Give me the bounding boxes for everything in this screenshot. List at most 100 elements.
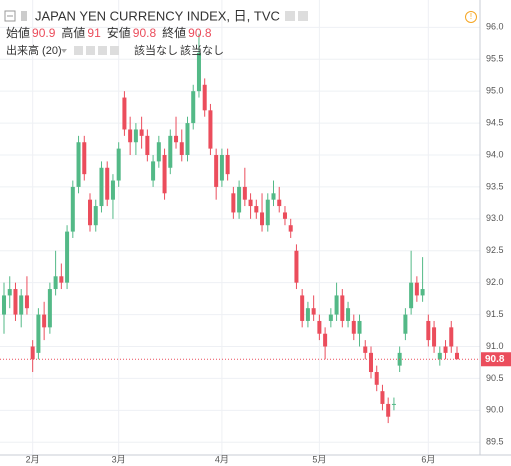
candle-body <box>374 372 379 385</box>
y-tick-label: 90.5 <box>486 373 504 383</box>
candle-body <box>19 295 24 315</box>
candle-body <box>214 155 219 187</box>
ohlc-value: 90.9 <box>32 26 56 40</box>
candle-body <box>36 314 41 353</box>
candle-body <box>323 333 328 347</box>
x-tick-label: 3月 <box>112 454 126 464</box>
candle-body <box>305 308 310 321</box>
candle-body <box>409 282 414 309</box>
candle-body <box>443 346 448 353</box>
candle-body <box>24 295 29 309</box>
candle-body <box>271 193 276 200</box>
candle-body <box>357 320 362 334</box>
candle-body <box>1 295 7 315</box>
candle-body <box>391 403 396 405</box>
eye-icon[interactable] <box>285 11 295 21</box>
candle-body <box>340 295 345 321</box>
candle-body <box>208 110 213 149</box>
candle-body <box>42 314 47 328</box>
candle-body <box>185 123 190 155</box>
y-tick-label: 95.5 <box>486 54 504 64</box>
candle-body <box>179 142 184 155</box>
ohlc-label: 始値 <box>6 25 30 40</box>
candle-body <box>311 308 316 315</box>
candle-body <box>88 199 93 226</box>
y-tick-label: 96.0 <box>486 22 504 32</box>
candle-body <box>368 352 373 373</box>
y-tick-label: 90.0 <box>486 405 504 415</box>
na-label: 該当なし <box>134 43 178 57</box>
candle-body <box>414 282 419 296</box>
candle-body <box>145 135 150 155</box>
chart-title: JAPAN YEN CURRENCY INDEX, 日, TVC <box>35 8 280 23</box>
candle-body <box>420 289 425 296</box>
y-tick-label: 89.5 <box>486 437 504 447</box>
y-tick-label: 93.0 <box>486 213 504 223</box>
ohlc-value: 90.8 <box>188 26 212 40</box>
last-price-box <box>481 352 511 367</box>
collapse-icon[interactable] <box>4 10 16 22</box>
ohlc-value: 90.8 <box>133 26 157 40</box>
candle-body <box>196 52 201 92</box>
candle-body <box>254 206 259 213</box>
warning-mark: ! <box>470 12 472 21</box>
y-tick-label: 92.0 <box>486 277 504 287</box>
settings-icon[interactable] <box>86 46 95 55</box>
y-tick-label: 93.5 <box>486 181 504 191</box>
candle-body <box>317 320 322 334</box>
candle-body <box>386 403 391 417</box>
candle-body <box>282 212 287 219</box>
symbol-icon <box>21 11 27 21</box>
candle-body <box>151 161 156 181</box>
candle-body <box>59 276 64 283</box>
candle-body <box>122 97 127 130</box>
candle-body <box>162 155 167 194</box>
candle-body <box>99 167 104 207</box>
y-tick-label: 91.0 <box>486 341 504 351</box>
candle-body <box>231 193 236 213</box>
candle-body <box>237 186 242 213</box>
candle-body <box>432 327 437 347</box>
x-tick-label: 4月 <box>215 454 229 464</box>
candle-body <box>363 346 368 353</box>
x-tick-label: 2月 <box>26 454 40 464</box>
volume-label: 出来高 (20) <box>6 43 62 57</box>
y-tick-label: 95.0 <box>486 86 504 96</box>
eye-icon[interactable] <box>74 46 83 55</box>
candle-body <box>133 129 138 143</box>
candle-body <box>202 84 207 111</box>
candle-body <box>219 155 224 181</box>
candle-body <box>403 314 408 334</box>
ohlc-label: 高値 <box>61 25 85 40</box>
candle-body <box>426 320 431 341</box>
candle-body <box>248 199 253 207</box>
warning-icon[interactable] <box>465 11 477 23</box>
ohlc-label: 安値 <box>107 25 131 40</box>
candle-body <box>294 250 299 283</box>
y-tick-label: 91.5 <box>486 309 504 319</box>
candle-body <box>191 91 196 124</box>
candle-body <box>47 289 52 328</box>
candle-body <box>7 289 12 296</box>
candle-body <box>454 352 460 360</box>
candle-body <box>110 180 115 200</box>
candle-body <box>437 352 442 360</box>
close-icon[interactable] <box>110 46 119 55</box>
settings-icon[interactable] <box>298 11 308 21</box>
candle-body <box>449 327 454 347</box>
candle-body <box>116 148 121 181</box>
candle-body <box>300 295 305 321</box>
candle-body <box>288 225 293 232</box>
na-label: 該当なし <box>180 43 224 57</box>
add-icon[interactable] <box>98 46 107 55</box>
candle-body <box>277 199 282 207</box>
candle-body <box>93 206 98 226</box>
candle-body <box>225 155 230 175</box>
candle-body <box>168 135 173 168</box>
candle-body <box>346 308 351 321</box>
last-price-label: 90.8 <box>485 354 505 365</box>
candle-body <box>334 295 339 315</box>
dropdown-icon[interactable] <box>61 49 67 53</box>
candle-body <box>82 142 87 175</box>
